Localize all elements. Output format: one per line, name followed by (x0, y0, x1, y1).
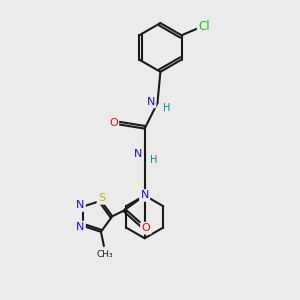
Text: Cl: Cl (198, 20, 210, 33)
Text: O: O (109, 118, 118, 128)
Text: N: N (147, 97, 155, 107)
Text: N: N (76, 200, 85, 211)
Text: N: N (134, 149, 142, 159)
Text: CH₃: CH₃ (96, 250, 113, 259)
Text: H: H (151, 155, 158, 165)
Text: N: N (140, 190, 149, 200)
Text: H: H (163, 103, 171, 113)
Text: N: N (76, 222, 85, 232)
Text: S: S (98, 194, 105, 203)
Text: O: O (142, 223, 150, 233)
